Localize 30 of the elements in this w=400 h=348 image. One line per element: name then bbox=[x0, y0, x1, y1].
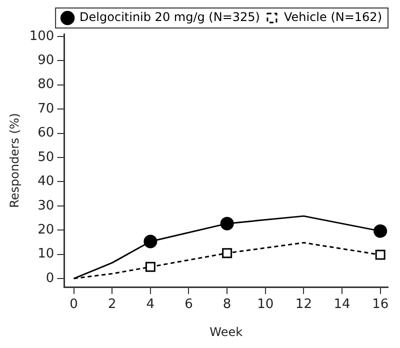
y-tick-label: 20 bbox=[38, 222, 54, 238]
point bbox=[144, 234, 158, 248]
y-tick-label: 90 bbox=[38, 53, 54, 68]
y-tick-label: 40 bbox=[38, 174, 54, 190]
x-axis-title: Week bbox=[210, 324, 243, 339]
y-axis-title: Responders (%) bbox=[7, 113, 22, 208]
point bbox=[375, 250, 386, 260]
x-tick-label: 6 bbox=[184, 297, 193, 312]
y-tick-label: 100 bbox=[29, 28, 54, 44]
point bbox=[374, 224, 388, 238]
x-tick-label: 12 bbox=[295, 297, 312, 312]
y-tick-label: 10 bbox=[38, 246, 54, 262]
point bbox=[145, 262, 156, 272]
point bbox=[222, 248, 232, 258]
y-tick-label: 50 bbox=[38, 150, 54, 165]
x-tick-label: 14 bbox=[334, 297, 350, 312]
y-tick-label: 70 bbox=[38, 101, 54, 116]
x-tick-label: 0 bbox=[70, 297, 78, 312]
point bbox=[220, 216, 234, 230]
x-tick-label: 2 bbox=[108, 297, 116, 312]
y-tick-label: 80 bbox=[38, 77, 54, 92]
x-tick-label: 16 bbox=[372, 297, 389, 312]
x-tick-label: 8 bbox=[222, 297, 232, 312]
y-tick-label: 30 bbox=[38, 198, 54, 214]
x-tick-label: 4 bbox=[146, 297, 155, 312]
y-tick-label: 0 bbox=[46, 270, 54, 286]
y-tick-label: 60 bbox=[38, 126, 54, 141]
x-tick-label: 10 bbox=[257, 297, 274, 312]
legend-label: Delgocitinib 20 mg/g (N=325) bbox=[80, 10, 260, 24]
legend-label: Vehicle (N=162) bbox=[284, 10, 382, 24]
